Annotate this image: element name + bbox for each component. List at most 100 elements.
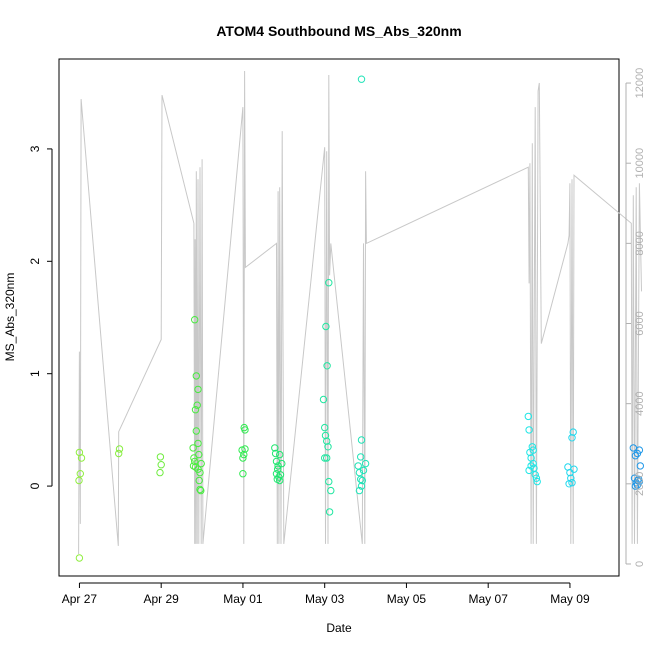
data-point bbox=[278, 459, 286, 468]
data-point bbox=[355, 468, 364, 477]
data-point bbox=[568, 434, 576, 442]
data-point bbox=[532, 474, 541, 482]
data-point bbox=[533, 477, 541, 486]
data-point bbox=[274, 462, 282, 470]
data-point bbox=[239, 470, 247, 478]
data-point bbox=[196, 485, 204, 494]
data-point bbox=[524, 412, 532, 421]
x-tick-label: May 03 bbox=[305, 592, 345, 606]
data-point bbox=[75, 554, 84, 562]
data-point bbox=[325, 477, 333, 486]
data-point bbox=[192, 427, 201, 435]
data-point bbox=[529, 446, 537, 454]
chart-title: ATOM4 Southbound MS_Abs_320nm bbox=[216, 23, 461, 39]
data-point bbox=[191, 457, 199, 466]
data-point bbox=[322, 322, 330, 331]
y2-axis: 0 2000 4000 6000 8000 10000 12000 bbox=[625, 68, 646, 567]
data-point bbox=[324, 443, 332, 451]
y2-tick-label: 10000 bbox=[634, 148, 646, 179]
x-tick-label: Apr 29 bbox=[144, 592, 180, 606]
data-point bbox=[635, 446, 644, 454]
data-point bbox=[115, 445, 124, 453]
data-point bbox=[321, 431, 330, 440]
data-point bbox=[157, 461, 165, 469]
data-point bbox=[569, 428, 577, 436]
data-point bbox=[323, 454, 331, 462]
data-point bbox=[327, 486, 335, 495]
data-point bbox=[196, 468, 204, 477]
data-point bbox=[635, 477, 644, 486]
data-point bbox=[358, 476, 366, 485]
data-point bbox=[191, 463, 200, 471]
data-point bbox=[355, 486, 364, 495]
data-point bbox=[357, 482, 366, 490]
data-point bbox=[634, 476, 642, 485]
y-tick-label: 0 bbox=[28, 482, 42, 489]
data-points bbox=[75, 75, 644, 562]
y2-series-line bbox=[78, 70, 642, 555]
data-point bbox=[240, 450, 248, 459]
data-point bbox=[190, 454, 198, 462]
data-point bbox=[197, 486, 205, 495]
data-point bbox=[357, 436, 366, 444]
data-point bbox=[359, 466, 368, 475]
y2-tick-label: 0 bbox=[634, 561, 646, 567]
data-point bbox=[361, 459, 370, 468]
data-point bbox=[192, 372, 201, 380]
y2-tick-label: 6000 bbox=[634, 311, 646, 335]
x-tick-label: May 01 bbox=[223, 592, 263, 606]
data-point bbox=[531, 471, 539, 479]
data-point bbox=[276, 450, 284, 459]
y-axis: 0 1 2 3 bbox=[28, 145, 53, 489]
y-tick-label: 2 bbox=[28, 258, 42, 265]
data-point bbox=[325, 279, 333, 287]
data-point bbox=[195, 476, 203, 485]
data-point bbox=[189, 444, 197, 452]
data-point bbox=[194, 439, 202, 448]
data-point bbox=[273, 475, 281, 483]
data-point bbox=[565, 480, 573, 488]
data-point bbox=[239, 454, 247, 462]
x-axis: Apr 27 Apr 29 May 01 May 03 May 05 May 07 May … bbox=[62, 582, 590, 606]
data-point bbox=[195, 450, 203, 459]
data-point bbox=[75, 476, 83, 485]
data-point bbox=[631, 452, 640, 460]
data-point bbox=[527, 462, 535, 470]
data-point bbox=[629, 444, 637, 452]
data-point bbox=[271, 449, 280, 458]
data-point bbox=[525, 426, 533, 434]
data-point bbox=[271, 444, 279, 452]
x-tick-label: May 05 bbox=[387, 592, 427, 606]
data-point bbox=[156, 453, 165, 461]
plot-frame bbox=[58, 58, 620, 577]
data-point bbox=[191, 406, 200, 414]
data-point bbox=[193, 401, 201, 409]
x-tick-label: Apr 27 bbox=[62, 592, 98, 606]
data-point bbox=[636, 462, 644, 470]
y-axis-label: MS_Abs_320nm bbox=[3, 273, 17, 362]
y2-tick-label: 2000 bbox=[634, 472, 646, 496]
y2-tick-label: 12000 bbox=[634, 68, 646, 99]
x-axis-label: Date bbox=[326, 621, 352, 635]
y-tick-label: 3 bbox=[28, 145, 42, 152]
data-point bbox=[76, 470, 85, 478]
data-point bbox=[197, 459, 205, 468]
x-tick-label: May 09 bbox=[550, 592, 590, 606]
data-point bbox=[529, 459, 537, 468]
data-point bbox=[321, 454, 329, 462]
data-point bbox=[357, 75, 366, 83]
data-point bbox=[325, 508, 334, 516]
data-point bbox=[319, 395, 328, 404]
data-point bbox=[241, 445, 249, 453]
data-point bbox=[528, 443, 536, 451]
data-point bbox=[77, 454, 86, 462]
data-point bbox=[115, 449, 123, 458]
y2-series bbox=[78, 70, 642, 555]
x-tick-label: May 07 bbox=[469, 592, 509, 606]
data-point bbox=[354, 462, 362, 470]
data-point bbox=[323, 362, 331, 370]
data-point bbox=[191, 316, 199, 324]
y-tick-label: 1 bbox=[28, 370, 42, 377]
y2-tick-label: 8000 bbox=[634, 231, 646, 255]
